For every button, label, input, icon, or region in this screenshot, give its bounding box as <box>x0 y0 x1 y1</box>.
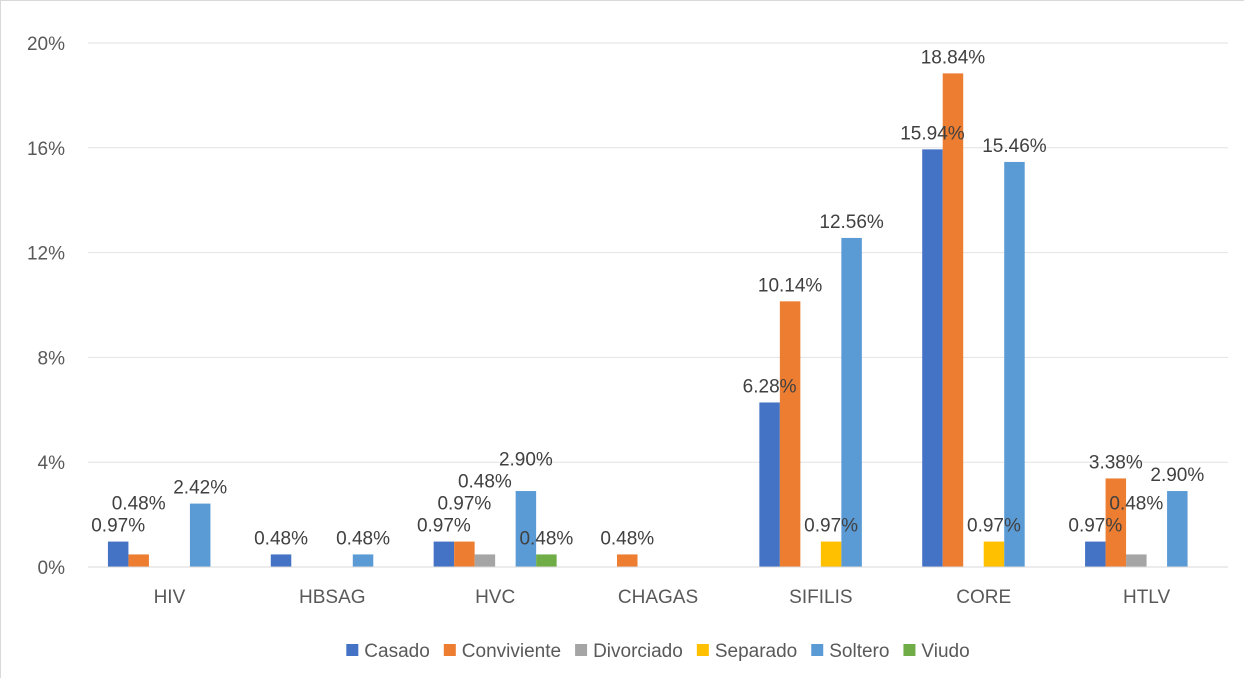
bar-soltero-htlv <box>1167 491 1188 567</box>
bar-divorciado-htlv <box>1126 554 1147 567</box>
legend: Casado Conviviente Divorciado Separado Solte… <box>346 641 970 662</box>
data-label: 3.38% <box>1089 452 1143 473</box>
legend-label: Casado <box>364 641 430 662</box>
data-label: 2.90% <box>1150 465 1204 486</box>
legend-label: Soltero <box>829 641 889 662</box>
legend-label: Divorciado <box>593 641 683 662</box>
data-label: 2.42% <box>173 478 227 499</box>
y-tick-label: 12% <box>27 244 65 265</box>
y-tick-label: 20% <box>27 34 65 55</box>
bar-conviviente-chagas <box>617 554 638 567</box>
bar-divorciado-hvc <box>474 554 496 567</box>
bar-separado-core <box>983 541 1005 567</box>
legend-item-soltero: Soltero <box>811 641 889 662</box>
x-tick-label: HTLV <box>1123 587 1170 608</box>
data-label: 0.48% <box>600 528 654 549</box>
data-label: 0.97% <box>417 516 471 537</box>
legend-swatch <box>696 644 709 656</box>
legend-label: Viudo <box>921 641 969 662</box>
data-label: 0.97% <box>437 494 491 515</box>
legend-item-divorciado: Divorciado <box>575 641 683 662</box>
data-label: 0.48% <box>254 528 308 549</box>
bar-casado-core <box>922 149 943 567</box>
gridlines <box>88 42 1228 463</box>
data-label: 2.90% <box>499 450 553 471</box>
bar-casado-hiv <box>107 541 129 567</box>
data-label: 0.48% <box>458 472 512 493</box>
bar-soltero-hvc <box>515 491 537 567</box>
x-tick-label: CORE <box>956 587 1011 608</box>
data-label: 0.48% <box>519 528 573 549</box>
bar-conviviente-sifilis <box>779 301 801 567</box>
legend-swatch <box>575 644 588 656</box>
data-label: 18.84% <box>921 47 986 68</box>
bar-casado-htlv <box>1085 541 1106 567</box>
legend-swatch <box>346 644 359 656</box>
bar-conviviente-core <box>942 73 964 567</box>
legend-item-casado: Casado <box>346 641 430 662</box>
y-tick-label: 4% <box>38 453 66 474</box>
legend-swatch <box>443 644 456 656</box>
data-labels: 0.97%0.48%2.42%0.48% 0.48%0.97%0.97%0.48%… <box>91 47 1204 549</box>
bar-conviviente-hvc <box>454 541 475 567</box>
x-tick-label: SIFILIS <box>789 587 852 608</box>
x-tick-label: CHAGAS <box>618 587 698 608</box>
legend-swatch <box>903 644 916 656</box>
bar-soltero-hbsag <box>352 554 374 567</box>
bar-soltero-hiv <box>189 503 211 567</box>
data-label: 0.48% <box>112 494 166 515</box>
y-tick-label: 16% <box>27 139 65 160</box>
data-label: 0.48% <box>336 528 390 549</box>
data-label: 15.46% <box>982 136 1047 157</box>
bar-soltero-core <box>1004 161 1025 567</box>
legend-label: Conviviente <box>462 641 561 662</box>
bar-conviviente-htlv <box>1105 478 1127 567</box>
bars <box>107 73 1188 568</box>
y-tick-label: 0% <box>38 558 66 579</box>
x-tick-label: HVC <box>475 587 515 608</box>
bar-casado-sifilis <box>759 402 780 567</box>
data-label: 15.94% <box>900 123 965 144</box>
bar-casado-hvc <box>433 541 455 567</box>
x-tick-label: HIV <box>154 587 186 608</box>
data-label: 0.97% <box>967 516 1021 537</box>
data-label: 0.48% <box>1109 494 1163 515</box>
data-label: 0.97% <box>804 516 858 537</box>
bar-soltero-sifilis <box>841 237 862 568</box>
legend-swatch <box>811 644 824 656</box>
legend-item-separado: Separado <box>696 641 797 662</box>
legend-item-viudo: Viudo <box>903 641 970 662</box>
data-label: 6.28% <box>743 376 797 397</box>
bar-viudo-hvc <box>536 554 557 567</box>
bar-casado-hbsag <box>270 554 292 567</box>
data-label: 10.14% <box>758 275 823 296</box>
data-label: 0.97% <box>1068 516 1122 537</box>
x-tick-label: HBSAG <box>299 587 366 608</box>
legend-item-conviviente: Conviviente <box>443 641 561 662</box>
y-tick-label: 8% <box>38 348 66 369</box>
legend-label: Separado <box>715 641 797 662</box>
data-label: 12.56% <box>819 212 884 233</box>
bar-conviviente-hiv <box>128 554 149 567</box>
data-label: 0.97% <box>91 516 145 537</box>
axes: 0% 4% 8% 12% 16% 20% HIV HBSAG HVC CHAGAS SIFILIS C… <box>27 34 1228 608</box>
bar-separado-sifilis <box>820 541 842 567</box>
